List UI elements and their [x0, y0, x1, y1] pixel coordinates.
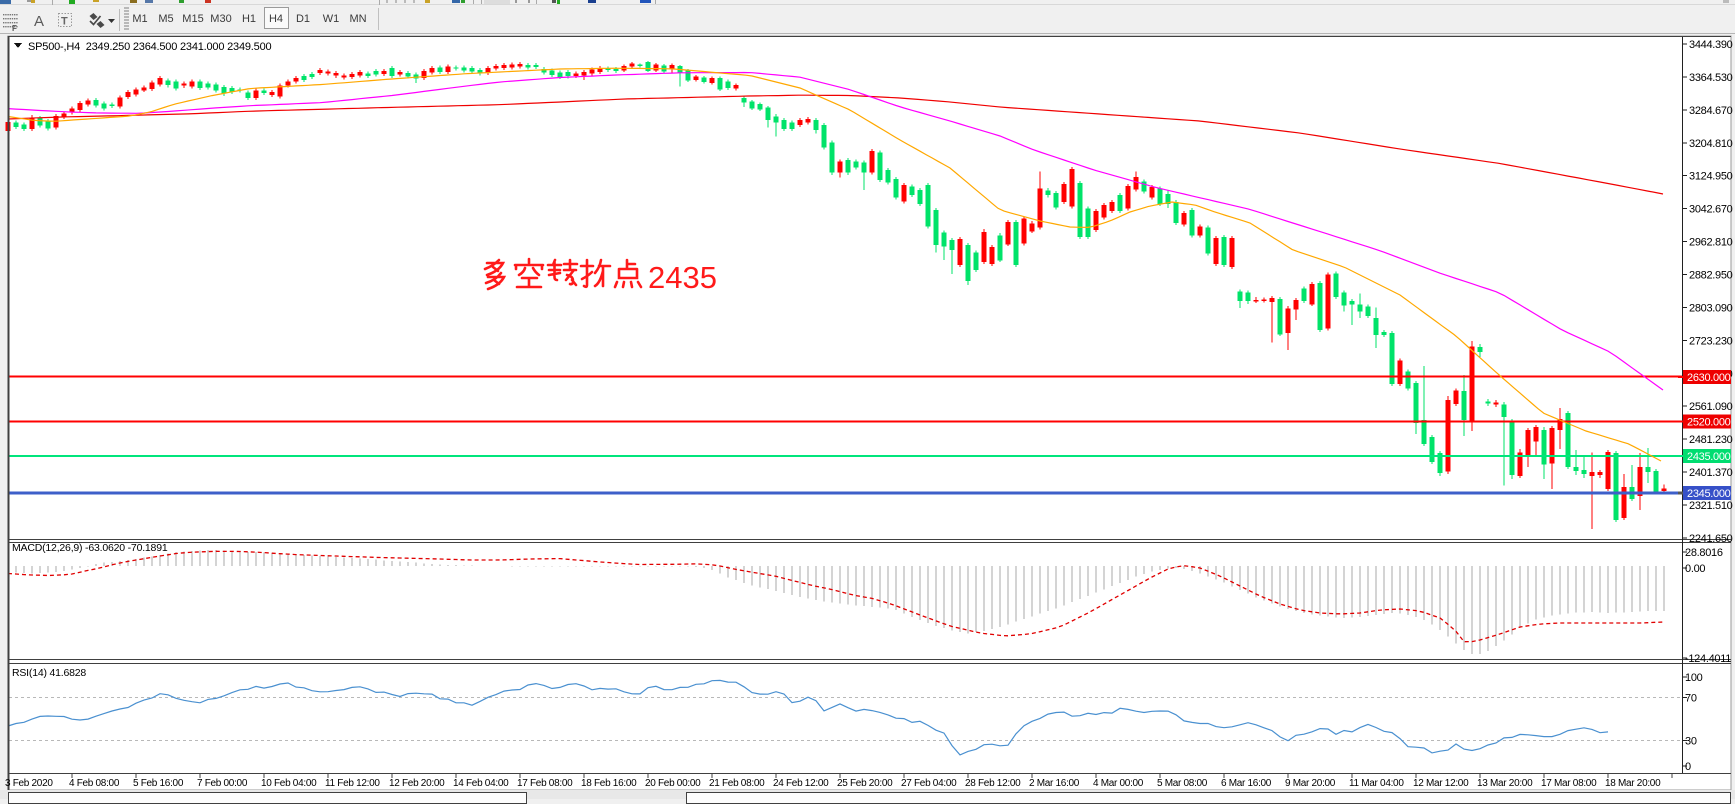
svg-text:T: T — [61, 16, 68, 28]
svg-text:3 Feb 2020: 3 Feb 2020 — [5, 778, 53, 789]
svg-text:11 Mar 04:00: 11 Mar 04:00 — [1349, 778, 1404, 789]
svg-text:2401.370: 2401.370 — [1689, 467, 1733, 479]
svg-text:4 Feb 08:00: 4 Feb 08:00 — [69, 778, 120, 789]
svg-text:24 Feb 12:00: 24 Feb 12:00 — [773, 778, 829, 789]
svg-text:3204.810: 3204.810 — [1689, 138, 1733, 150]
svg-text:2435: 2435 — [648, 260, 717, 295]
svg-text:2481.230: 2481.230 — [1689, 434, 1733, 446]
svg-text:3444.390: 3444.390 — [1689, 39, 1733, 51]
svg-text:-124.4011: -124.4011 — [1685, 653, 1731, 665]
svg-text:0: 0 — [1685, 761, 1691, 773]
svg-text:20 Feb 00:00: 20 Feb 00:00 — [645, 778, 701, 789]
svg-text:MACD(12,26,9) -63.0620 -70.189: MACD(12,26,9) -63.0620 -70.1891 — [12, 542, 168, 554]
svg-text:2241.650: 2241.650 — [1689, 533, 1733, 545]
svg-text:2520.000: 2520.000 — [1687, 417, 1731, 429]
svg-text:2 Mar 16:00: 2 Mar 16:00 — [1029, 778, 1080, 789]
svg-text:SP500-,H4 2349.250 2364.500 2: SP500-,H4 2349.250 2364.500 2341.000 234… — [28, 41, 271, 53]
svg-text:F: F — [12, 24, 17, 33]
svg-text:5 Mar 08:00: 5 Mar 08:00 — [1157, 778, 1208, 789]
svg-text:2561.090: 2561.090 — [1689, 401, 1733, 413]
svg-text:0.00: 0.00 — [1685, 563, 1705, 575]
svg-text:27 Feb 04:00: 27 Feb 04:00 — [901, 778, 957, 789]
svg-text:4 Mar 00:00: 4 Mar 00:00 — [1093, 778, 1144, 789]
svg-text:3284.670: 3284.670 — [1689, 105, 1733, 117]
svg-text:10 Feb 04:00: 10 Feb 04:00 — [261, 778, 317, 789]
svg-text:2630.000: 2630.000 — [1687, 372, 1731, 384]
svg-text:2803.090: 2803.090 — [1689, 302, 1733, 314]
svg-text:2345.000: 2345.000 — [1687, 488, 1731, 500]
svg-text:2435.000: 2435.000 — [1687, 451, 1731, 463]
svg-text:100: 100 — [1685, 672, 1703, 684]
svg-text:14 Feb 04:00: 14 Feb 04:00 — [453, 778, 509, 789]
svg-text:3042.670: 3042.670 — [1689, 204, 1733, 216]
svg-text:2962.810: 2962.810 — [1689, 237, 1733, 249]
svg-text:5 Feb 16:00: 5 Feb 16:00 — [133, 778, 184, 789]
svg-text:2882.950: 2882.950 — [1689, 270, 1733, 282]
svg-text:21 Feb 08:00: 21 Feb 08:00 — [709, 778, 765, 789]
svg-text:RSI(14) 41.6828: RSI(14) 41.6828 — [12, 667, 86, 679]
svg-text:28 Feb 12:00: 28 Feb 12:00 — [965, 778, 1021, 789]
svg-text:13 Mar 20:00: 13 Mar 20:00 — [1477, 778, 1533, 789]
svg-text:28.8016: 28.8016 — [1685, 547, 1723, 559]
svg-text:3124.950: 3124.950 — [1689, 171, 1733, 183]
svg-text:70: 70 — [1685, 693, 1697, 705]
svg-text:17 Feb 08:00: 17 Feb 08:00 — [517, 778, 573, 789]
svg-text:18 Mar 20:00: 18 Mar 20:00 — [1605, 778, 1661, 789]
svg-text:12 Mar 12:00: 12 Mar 12:00 — [1413, 778, 1469, 789]
svg-text:11 Feb 12:00: 11 Feb 12:00 — [325, 778, 380, 789]
svg-text:7 Feb 00:00: 7 Feb 00:00 — [197, 778, 248, 789]
svg-text:25 Feb 20:00: 25 Feb 20:00 — [837, 778, 893, 789]
svg-text:6 Mar 16:00: 6 Mar 16:00 — [1221, 778, 1272, 789]
svg-text:30: 30 — [1685, 736, 1697, 748]
svg-text:12 Feb 20:00: 12 Feb 20:00 — [389, 778, 445, 789]
svg-text:18 Feb 16:00: 18 Feb 16:00 — [581, 778, 637, 789]
svg-text:2321.510: 2321.510 — [1689, 500, 1733, 512]
svg-text:17 Mar 08:00: 17 Mar 08:00 — [1541, 778, 1597, 789]
svg-text:2723.230: 2723.230 — [1689, 335, 1733, 347]
svg-text:A: A — [34, 13, 44, 30]
svg-text:3364.530: 3364.530 — [1689, 72, 1733, 84]
svg-text:9 Mar 20:00: 9 Mar 20:00 — [1285, 778, 1336, 789]
